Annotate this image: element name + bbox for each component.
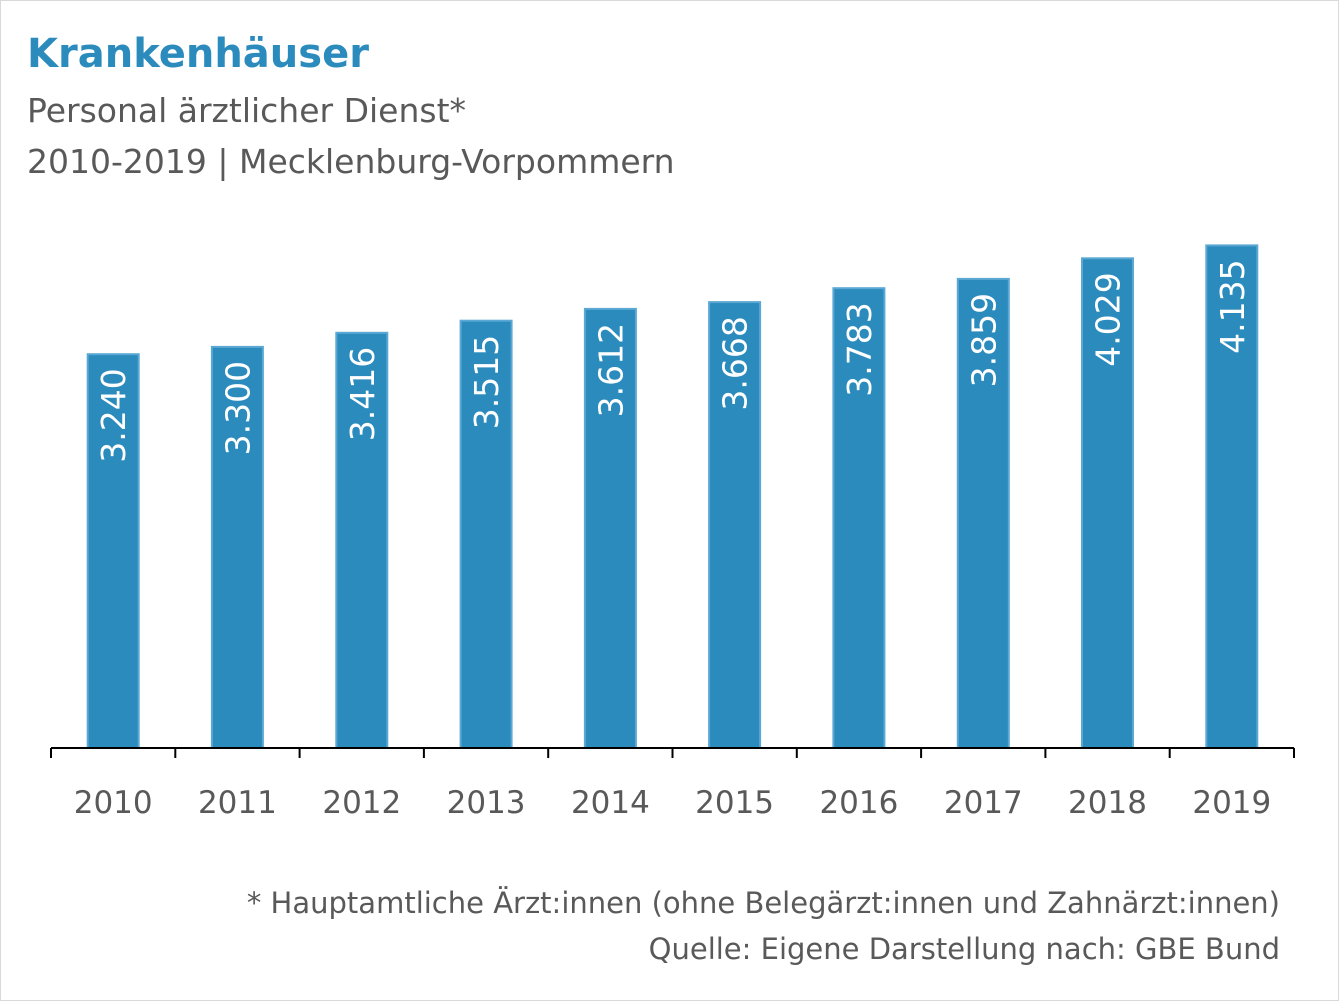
x-tick-label-2019: 2019 xyxy=(1192,785,1271,821)
data-label-2016: 3.783 xyxy=(840,302,879,396)
x-tick-label-2014: 2014 xyxy=(571,785,650,821)
data-label-2014: 3.612 xyxy=(591,323,630,417)
data-label-2019: 4.135 xyxy=(1213,259,1252,353)
footnote: * Hauptamtliche Ärzt:innen (ohne Belegär… xyxy=(246,886,1280,920)
x-tick-label-2018: 2018 xyxy=(1068,785,1147,821)
data-label-2012: 3.416 xyxy=(343,347,382,441)
bar-2010 xyxy=(86,353,140,749)
source-note: Quelle: Eigene Darstellung nach: GBE Bun… xyxy=(648,932,1280,966)
x-tick-label-2010: 2010 xyxy=(74,785,153,821)
bar-2017 xyxy=(956,277,1010,749)
x-tick-label-2017: 2017 xyxy=(944,785,1023,821)
bar-2016 xyxy=(832,287,886,749)
x-tick-label-2012: 2012 xyxy=(322,785,401,821)
data-label-2015: 3.668 xyxy=(716,316,755,410)
data-label-2011: 3.300 xyxy=(218,361,257,455)
data-label-2018: 4.029 xyxy=(1089,272,1128,366)
data-label-2017: 3.859 xyxy=(964,293,1003,387)
chart-subtitle-region: 2010-2019 | Mecklenburg-Vorpommern xyxy=(27,142,675,181)
x-tick-label-2015: 2015 xyxy=(695,785,774,821)
chart-title: Krankenhäuser xyxy=(27,31,369,77)
data-label-2010: 3.240 xyxy=(94,368,133,462)
x-tick-label-2013: 2013 xyxy=(447,785,526,821)
data-label-2013: 3.515 xyxy=(467,335,506,429)
bar-2018 xyxy=(1081,257,1134,749)
x-tick-label-2011: 2011 xyxy=(198,785,277,821)
bar-2015 xyxy=(708,301,762,749)
x-tick-label-2016: 2016 xyxy=(819,785,898,821)
chart-subtitle: Personal ärztlicher Dienst* xyxy=(27,91,467,130)
